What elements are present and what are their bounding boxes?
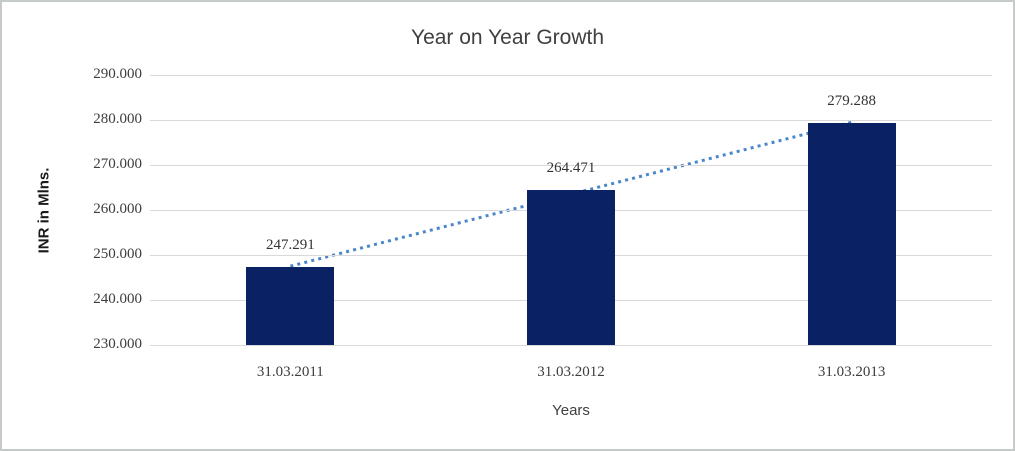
y-axis-title: INR in Mlns. — [35, 167, 53, 254]
bar-31.03.2011 — [246, 267, 335, 345]
x-tick-label: 31.03.2012 — [537, 364, 605, 380]
x-axis-title: Years — [552, 402, 590, 419]
x-tick-label: 31.03.2011 — [256, 364, 324, 380]
data-label: 247.291 — [265, 237, 315, 254]
data-label: 264.471 — [546, 159, 596, 176]
bar-31.03.2012 — [527, 189, 615, 345]
y-tick-label: 280.000 — [93, 111, 142, 127]
y-tick-label: 230.000 — [93, 336, 142, 352]
y-tick-label: 250.000 — [93, 246, 142, 262]
y-tick-label: 290.000 — [93, 66, 142, 82]
gridline — [150, 119, 992, 121]
chart-title: Year on Year Growth — [410, 26, 605, 49]
gridline — [150, 344, 992, 346]
bar-31.03.2013 — [807, 123, 896, 345]
x-tick-label: 31.03.2013 — [817, 364, 886, 380]
y-tick-label: 270.000 — [93, 156, 142, 172]
data-label: 279.288 — [827, 93, 877, 110]
y-tick-label: 240.000 — [93, 291, 142, 307]
gridline — [150, 164, 992, 166]
gridline — [150, 74, 992, 76]
y-tick-label: 260.000 — [93, 201, 142, 217]
